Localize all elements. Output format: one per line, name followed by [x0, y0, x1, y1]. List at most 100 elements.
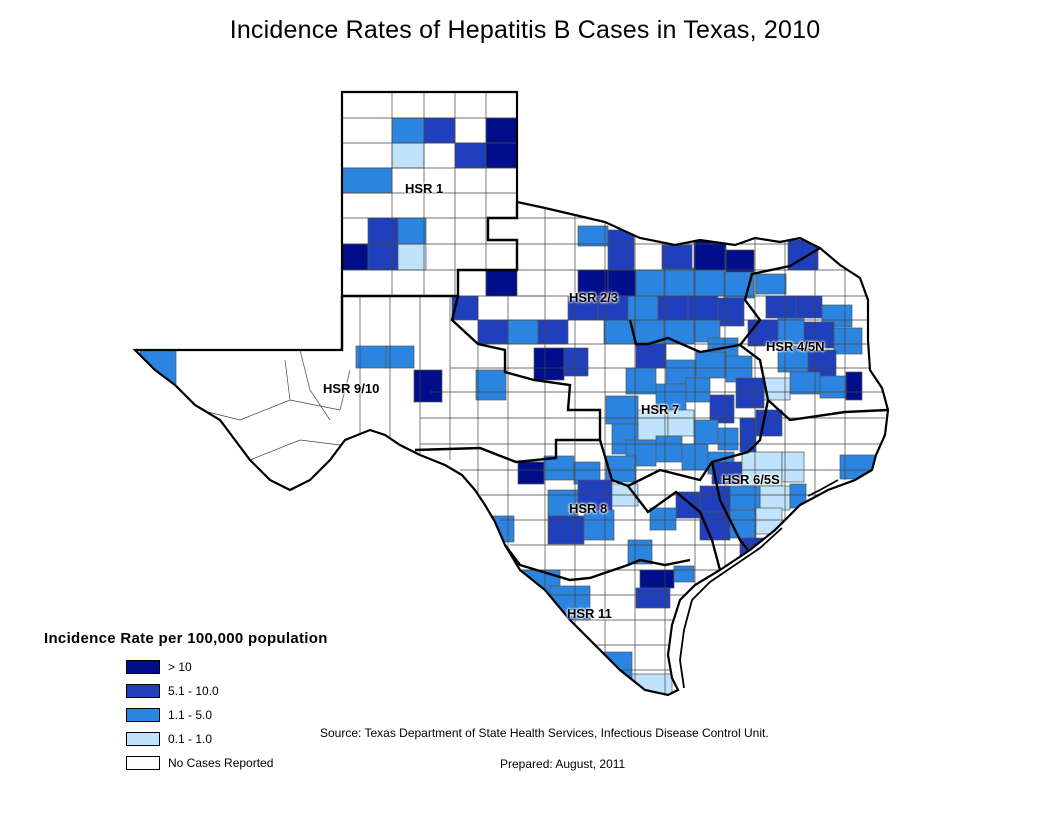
county [517, 461, 545, 485]
county [391, 142, 425, 169]
coastal-island [679, 479, 839, 689]
county [635, 587, 671, 609]
region-label-hsr-9-10: HSR 9/10 [323, 381, 380, 396]
legend-label: 1.1 - 5.0 [168, 708, 213, 722]
county [385, 345, 415, 369]
county [547, 489, 579, 517]
county [777, 317, 805, 345]
county [397, 217, 427, 245]
county [649, 507, 677, 531]
legend-item-1-5: 1.1 - 5.0 [126, 707, 212, 723]
county [477, 319, 509, 345]
county [839, 454, 877, 480]
county [543, 455, 575, 481]
county [635, 269, 665, 297]
county [845, 371, 863, 401]
county-borders [135, 92, 885, 695]
county [833, 327, 863, 355]
county [485, 142, 518, 169]
county [563, 347, 589, 377]
county-layer [139, 117, 877, 695]
county [717, 427, 739, 451]
county [583, 509, 615, 541]
county [485, 269, 518, 297]
legend-swatch [126, 660, 160, 674]
county [655, 383, 687, 411]
county [139, 349, 177, 386]
county [789, 371, 821, 395]
region-label-hsr-7: HSR 7 [641, 402, 680, 417]
county [663, 267, 695, 297]
legend-label: > 10 [168, 660, 192, 674]
legend-item-none: No Cases Reported [126, 755, 273, 771]
county [605, 395, 639, 425]
county [709, 394, 735, 424]
county [423, 117, 456, 144]
county [747, 319, 779, 347]
county [627, 295, 659, 321]
legend-item-5-10: 5.1 - 10.0 [126, 683, 219, 699]
county [759, 485, 791, 511]
county [367, 243, 399, 271]
county [367, 217, 399, 245]
county [695, 351, 727, 379]
county [729, 509, 757, 539]
county [717, 297, 745, 327]
county [635, 343, 667, 369]
county [475, 369, 507, 401]
source-note: Source: Texas Department of State Health… [320, 726, 769, 740]
county [755, 507, 783, 535]
county [397, 243, 427, 271]
legend-title: Incidence Rate per 100,000 population [44, 630, 328, 647]
county [607, 269, 637, 297]
county [795, 295, 823, 319]
county [341, 167, 393, 194]
legend-swatch [126, 708, 160, 722]
county [725, 249, 755, 273]
legend-swatch [126, 732, 160, 746]
map-title: Incidence Rates of Hepatitis B Cases in … [229, 16, 821, 44]
county [741, 451, 783, 487]
county [391, 117, 425, 144]
county [341, 243, 369, 271]
county [631, 673, 673, 695]
region-label-hsr-11: HSR 11 [567, 606, 612, 621]
county [685, 377, 711, 403]
county [607, 229, 635, 271]
hsr-borders [340, 202, 889, 582]
county [663, 319, 695, 345]
county [819, 375, 847, 399]
region-label-hsr-6-5s: HSR 6/5S [722, 472, 780, 487]
county [533, 347, 565, 381]
county [547, 515, 585, 545]
county [765, 295, 797, 319]
county [693, 419, 719, 445]
county [735, 377, 765, 409]
county [729, 485, 761, 511]
county [781, 451, 805, 483]
county [537, 319, 569, 345]
county [413, 369, 443, 403]
county [699, 485, 731, 513]
county [673, 565, 695, 583]
county [507, 319, 539, 345]
texas-state-outline [132, 90, 890, 697]
county [655, 435, 683, 463]
region-label-hsr-8: HSR 8 [569, 501, 608, 516]
county [755, 409, 783, 437]
county [639, 569, 675, 589]
region-label-hsr-1: HSR 1 [405, 181, 444, 196]
county [625, 367, 657, 395]
prepared-note: Prepared: August, 2011 [500, 757, 626, 771]
legend-item-0-1: 0.1 - 1.0 [126, 731, 212, 747]
county [577, 225, 609, 247]
county [755, 273, 787, 295]
legend-label: 0.1 - 1.0 [168, 732, 213, 746]
county [355, 345, 387, 369]
county [789, 483, 807, 509]
legend-swatch [126, 756, 160, 770]
region-label-hsr-4-5n: HSR 4/5N [766, 339, 825, 354]
county [693, 269, 725, 297]
legend-swatch [126, 684, 160, 698]
